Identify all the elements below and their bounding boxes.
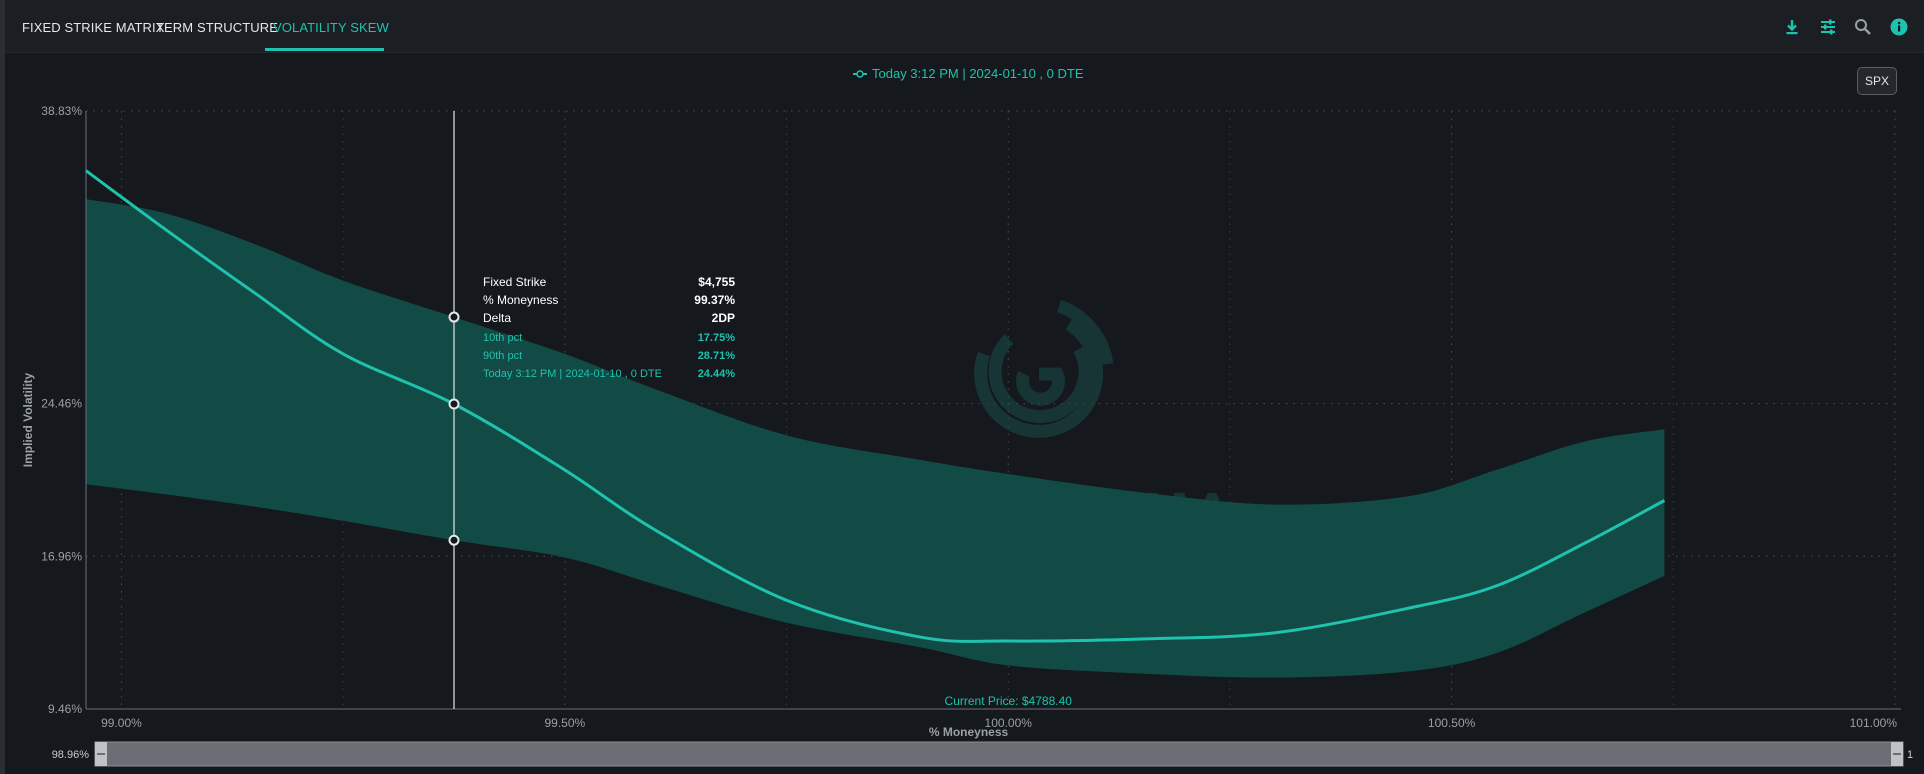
search-icon[interactable] — [1853, 17, 1873, 37]
range-slider[interactable]: 98.96% 1 — [52, 741, 1913, 767]
y-tick-label: 24.46% — [41, 397, 82, 411]
slider-right-label: 1 — [1907, 749, 1913, 761]
hover-tooltip: Fixed Strike $4,755 % Moneyness 99.37% Delta… — [483, 275, 735, 380]
percentile-band — [86, 199, 1665, 678]
tooltip-series-label: 90th pct — [483, 350, 522, 362]
x-axis-title: % Moneyness — [929, 725, 1009, 739]
x-tick-label: 100.00% — [985, 716, 1033, 730]
x-tick-label: 101.00% — [1850, 716, 1898, 730]
y-tick-label: 9.46% — [48, 702, 82, 716]
chart-legend[interactable]: Today 3:12 PM | 2024-01-10 , 0 DTE — [853, 66, 1084, 81]
tab-term-structure[interactable]: TERM STRUCTURE — [156, 20, 279, 35]
legend-dot-marker — [856, 70, 864, 78]
active-tab-indicator — [265, 48, 384, 51]
cursor-point — [448, 398, 460, 410]
iv-skew-line — [85, 169, 1666, 643]
tooltip-row-value: 2DP — [712, 311, 735, 325]
tooltip-series-value: 24.44% — [698, 368, 736, 380]
settings-sliders-icon[interactable] — [1818, 17, 1838, 37]
symbol-button[interactable]: SPX — [1857, 67, 1897, 95]
hover-cursor — [448, 111, 460, 709]
y-tick-label: 16.96% — [41, 549, 82, 563]
window-edge — [0, 0, 5, 774]
y-axis-title: Implied Volatility — [21, 372, 35, 467]
y-tick-label: 38.83% — [41, 104, 82, 118]
tooltip-row-label: % Moneyness — [483, 293, 558, 307]
tooltip-series-value: 17.75% — [698, 332, 736, 344]
tooltip-row-label: Fixed Strike — [483, 275, 547, 289]
legend-label[interactable]: Today 3:12 PM | 2024-01-10 , 0 DTE — [872, 66, 1084, 81]
slider-left-label: 98.96% — [52, 749, 90, 761]
cursor-point — [448, 534, 460, 546]
top-navbar: FIXED STRIKE MATRIX TERM STRUCTURE VOLAT… — [5, 0, 1924, 53]
tab-volatility-skew[interactable]: VOLATILITY SKEW — [273, 20, 389, 35]
tab-fixed-strike-matrix[interactable]: FIXED STRIKE MATRIX — [22, 20, 165, 35]
cursor-point — [448, 311, 460, 323]
current-price-label: Current Price: $4788.40 — [945, 694, 1073, 708]
x-tick-label: 100.50% — [1428, 716, 1476, 730]
tooltip-row-label: Delta — [483, 311, 511, 325]
x-tick-label: 99.50% — [545, 716, 586, 730]
download-icon[interactable] — [1782, 17, 1802, 37]
x-tick-label: 99.00% — [101, 716, 142, 730]
tooltip-series-value: 28.71% — [698, 350, 736, 362]
tooltip-series-label: 10th pct — [483, 332, 522, 344]
volatility-app: FIXED STRIKE MATRIX TERM STRUCTURE VOLAT… — [5, 0, 1924, 774]
slider-track[interactable] — [94, 741, 1904, 767]
iv-percentile-band — [86, 199, 1665, 678]
skew-line — [85, 169, 1666, 643]
volatility-skew-chart: SPOTGAMMA 9.46%16.96%24.46%38.83%99.00%9… — [21, 66, 1913, 767]
info-icon[interactable] — [1889, 17, 1909, 37]
tooltip-row-value: 99.37% — [694, 293, 735, 307]
tooltip-row-value: $4,755 — [698, 275, 735, 289]
tooltip-series-label: Today 3:12 PM | 2024-01-10 , 0 DTE — [483, 368, 662, 380]
axes: 9.46% 16.96% 24.46% 38.83% 99.00% 99.50% 100.0… — [21, 104, 1901, 739]
